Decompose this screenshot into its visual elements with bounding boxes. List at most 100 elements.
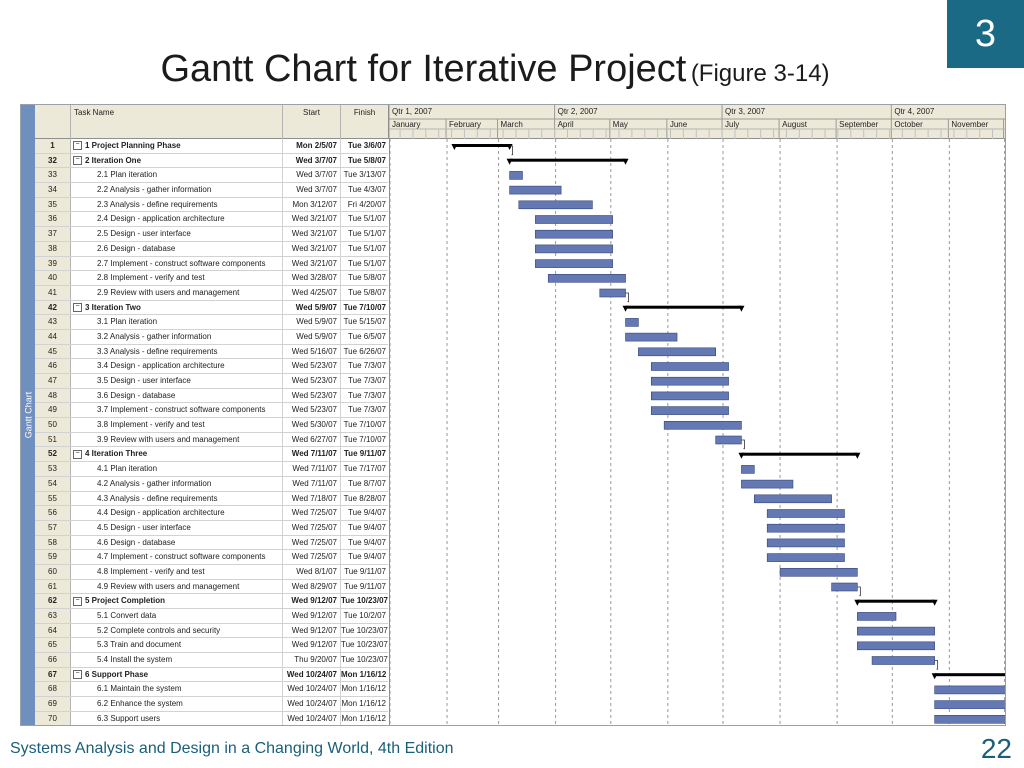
task-row[interactable]: 38 2.6 Design - database Wed 3/21/07 Tue 5/…: [35, 241, 388, 257]
task-finish: Tue 7/3/07: [348, 405, 386, 415]
task-name-cell: 4.9 Review with users and management: [71, 579, 283, 594]
task-row[interactable]: 56 4.4 Design - application architecture W…: [35, 506, 388, 521]
task-name: 3.4 Design - application architecture: [97, 361, 225, 371]
task-bar: [857, 641, 935, 651]
task-row[interactable]: 55 4.3 Analysis - define requirements Wed …: [35, 491, 388, 507]
task-row[interactable]: 40 2.8 Implement - verify and test Wed 3/2…: [35, 271, 388, 286]
collapse-toggle-icon[interactable]: −: [73, 156, 82, 166]
task-row[interactable]: 37 2.5 Design - user interface Wed 3/21/07…: [35, 227, 388, 242]
task-id: 36: [35, 212, 71, 227]
table-header: Task Name Start Finish: [35, 105, 388, 139]
task-row[interactable]: 66 5.4 Install the system Thu 9/20/07 Tue 1…: [35, 653, 388, 668]
summary-bar: [934, 673, 1005, 677]
task-id: 70: [35, 711, 71, 725]
finish-column-header[interactable]: Finish: [341, 105, 388, 139]
task-row[interactable]: 59 4.7 Implement - construct software com…: [35, 550, 388, 565]
task-id: 48: [35, 388, 71, 403]
id-column-header[interactable]: [35, 105, 71, 139]
task-row[interactable]: 70 6.3 Support users Wed 10/24/07 Mon 1/16/…: [35, 711, 388, 725]
task-finish: Tue 5/1/07: [348, 214, 386, 224]
month-label: June: [670, 120, 688, 129]
task-start: Wed 5/23/07: [283, 359, 341, 373]
task-row[interactable]: 60 4.8 Implement - verify and test Wed 8/1…: [35, 564, 388, 580]
task-row[interactable]: 51 3.9 Review with users and management We…: [35, 432, 388, 448]
task-row[interactable]: 1−1 Project Planning Phase Mon 2/5/07 Tue …: [35, 139, 388, 154]
task-row[interactable]: 65 5.3 Train and document Wed 9/12/07 Tue 1…: [35, 638, 388, 654]
task-start: Wed 5/23/07: [283, 388, 341, 403]
task-name: 2.9 Review with users and management: [97, 287, 240, 297]
collapse-toggle-icon[interactable]: −: [73, 302, 82, 312]
task-id: 1: [35, 139, 71, 153]
task-name: 4.3 Analysis - define requirements: [97, 493, 218, 503]
task-name: 3.2 Analysis - gather information: [97, 331, 212, 341]
task-row[interactable]: 44 3.2 Analysis - gather information Wed 5…: [35, 329, 388, 345]
view-bar[interactable]: [21, 105, 35, 725]
task-bar: [766, 509, 845, 518]
task-start: Wed 9/12/07: [283, 594, 341, 608]
month-label: September: [839, 120, 878, 129]
task-start: Wed 9/12/07: [283, 638, 341, 653]
task-row[interactable]: 48 3.6 Design - database Wed 5/23/07 Tue 7/…: [35, 388, 388, 404]
task-row[interactable]: 35 2.3 Analysis - define requirements Mon …: [35, 197, 388, 213]
task-row[interactable]: 69 6.2 Enhance the system Wed 10/24/07 Mon …: [35, 697, 388, 712]
summary-bar: [625, 305, 742, 309]
collapse-toggle-icon[interactable]: −: [73, 670, 82, 680]
collapse-toggle-icon[interactable]: −: [73, 596, 82, 606]
month-label: July: [725, 120, 739, 129]
task-row[interactable]: 52−4 Iteration Three Wed 7/11/07 Tue 9/11/…: [35, 447, 388, 463]
task-id: 57: [35, 520, 71, 535]
collapse-toggle-icon[interactable]: −: [73, 141, 82, 151]
task-start: Thu 9/20/07: [283, 653, 341, 667]
task-row[interactable]: 41 2.9 Review with users and management We…: [35, 285, 388, 301]
start-column-header[interactable]: Start: [283, 105, 341, 139]
quarter-label: Qtr 3, 2007: [725, 107, 766, 116]
task-name: 3.5 Design - user interface: [97, 376, 191, 385]
task-row[interactable]: 67−6 Support Phase Wed 10/24/07 Mon 1/16/1…: [35, 667, 388, 683]
task-row[interactable]: 32−2 Iteration One Wed 3/7/07 Tue 5/8/07: [35, 153, 388, 169]
task-bar: [857, 612, 897, 621]
summary-end-marker: [622, 158, 629, 165]
task-start: Wed 3/28/07: [283, 271, 341, 285]
task-row[interactable]: 42−3 Iteration Two Wed 5/9/07 Tue 7/10/07: [35, 300, 388, 316]
task-row[interactable]: 50 3.8 Implement - verify and test Wed 5/3…: [35, 418, 388, 433]
task-start: Wed 3/7/07: [283, 168, 341, 183]
task-row[interactable]: 54 4.2 Analysis - gather information Wed 7…: [35, 476, 388, 492]
task-start: Wed 7/25/07: [283, 520, 341, 535]
task-row[interactable]: 46 3.4 Design - application architecture W…: [35, 359, 388, 374]
task-id: 42: [35, 300, 71, 315]
task-row[interactable]: 49 3.7 Implement - construct software com…: [35, 403, 388, 419]
task-row[interactable]: 36 2.4 Design - application architecture W…: [35, 212, 388, 228]
task-row[interactable]: 63 5.1 Convert data Wed 9/12/07 Tue 10/2/07: [35, 609, 388, 624]
task-row[interactable]: 61 4.9 Review with users and management We…: [35, 579, 388, 595]
task-bar: [831, 582, 858, 592]
task-row[interactable]: 58 4.6 Design - database Wed 7/25/07 Tue 9/…: [35, 535, 388, 551]
task-name-cell: 2.2 Analysis - gather information: [71, 183, 283, 197]
task-row[interactable]: 68 6.1 Maintain the system Wed 10/24/07 Mon…: [35, 682, 388, 698]
task-bar: [535, 259, 613, 268]
task-row[interactable]: 57 4.5 Design - user interface Wed 7/25/07…: [35, 520, 388, 536]
month-label: January: [392, 120, 420, 129]
task-row[interactable]: 39 2.7 Implement - construct software com…: [35, 256, 388, 272]
collapse-toggle-icon[interactable]: −: [73, 449, 82, 459]
task-row[interactable]: 43 3.1 Plan iteration Wed 5/9/07 Tue 5/15/0…: [35, 315, 388, 330]
task-row[interactable]: 64 5.2 Complete controls and security Wed …: [35, 623, 388, 639]
task-finish: Mon 1/16/12: [341, 684, 386, 694]
figure-reference: (Figure 3-14): [690, 60, 830, 87]
task-name-cell: 3.2 Analysis - gather information: [71, 329, 283, 344]
task-row[interactable]: 47 3.5 Design - user interface Wed 5/23/07…: [35, 374, 388, 389]
task-row[interactable]: 33 2.1 Plan iteration Wed 3/7/07 Tue 3/13/0…: [35, 168, 388, 184]
task-start: Mon 3/12/07: [283, 197, 341, 212]
task-row[interactable]: 34 2.2 Analysis - gather information Wed 3…: [35, 183, 388, 198]
task-id: 40: [35, 271, 71, 285]
finish-header-label: Finish: [353, 108, 376, 117]
task-bar: [535, 215, 613, 224]
task-bar: [934, 685, 1005, 695]
task-name-cell: 3.5 Design - user interface: [71, 374, 283, 388]
task-row[interactable]: 45 3.3 Analysis - define requirements Wed …: [35, 344, 388, 360]
task-name-cell: −1 Project Planning Phase: [71, 139, 283, 153]
task-name-column-header[interactable]: Task Name: [71, 105, 283, 139]
task-name: 3 Iteration Two: [85, 302, 141, 312]
task-row[interactable]: 53 4.1 Plan iteration Wed 7/11/07 Tue 7/17/…: [35, 462, 388, 477]
task-finish: Tue 8/28/07: [343, 493, 386, 503]
task-row[interactable]: 62−5 Project Completion Wed 9/12/07 Tue 10…: [35, 594, 388, 609]
